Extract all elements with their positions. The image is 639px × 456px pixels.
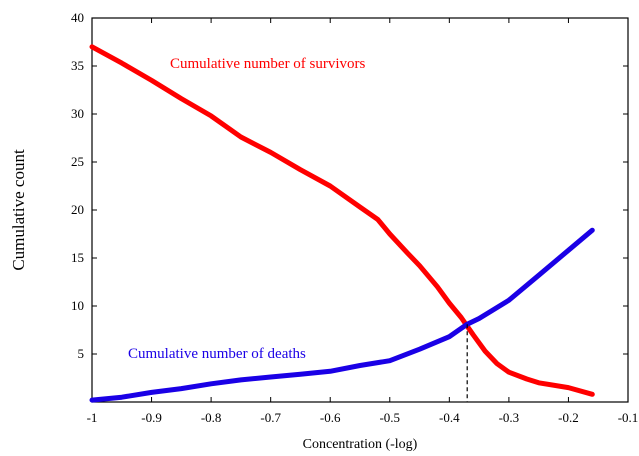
y-tick-label: 35 — [71, 58, 84, 73]
survivors-line — [89, 44, 595, 397]
x-tick-label: -0.3 — [499, 410, 520, 425]
axis-ticks: -1 -0.9 -0.8 -0.7 -0.6 -0.5 -0.4 -0.3 -0.2 -0.1 5 1… — [71, 10, 638, 425]
x-tick-label: -0.1 — [618, 410, 639, 425]
y-tick-label: 20 — [71, 202, 84, 217]
x-tick-label: -0.6 — [320, 410, 341, 425]
y-tick-label: 5 — [78, 346, 85, 361]
x-tick-label: -0.7 — [260, 410, 281, 425]
x-axis-title: Concentration (-log) — [303, 437, 418, 452]
y-tick-label: 15 — [71, 250, 84, 265]
x-tick-label: -0.2 — [558, 410, 579, 425]
y-axis-title: Cumulative count — [9, 149, 28, 271]
x-tick-label: -0.8 — [201, 410, 222, 425]
deaths-label: Cumulative number of deaths — [128, 346, 306, 362]
x-tick-label: -0.5 — [379, 410, 400, 425]
y-tick-label: 30 — [71, 106, 84, 121]
annotations: Cumulative number of survivors Cumulative… — [128, 56, 468, 402]
y-tick-label: 40 — [71, 10, 84, 25]
deaths-line — [89, 227, 595, 403]
y-tick-label: 25 — [71, 154, 84, 169]
x-tick-label: -0.4 — [439, 410, 460, 425]
series-lines — [89, 44, 595, 403]
x-tick-label: -0.9 — [141, 410, 162, 425]
x-tick-label: -1 — [87, 410, 98, 425]
y-tick-label: 10 — [71, 298, 84, 313]
survivors-label: Cumulative number of survivors — [170, 56, 366, 72]
